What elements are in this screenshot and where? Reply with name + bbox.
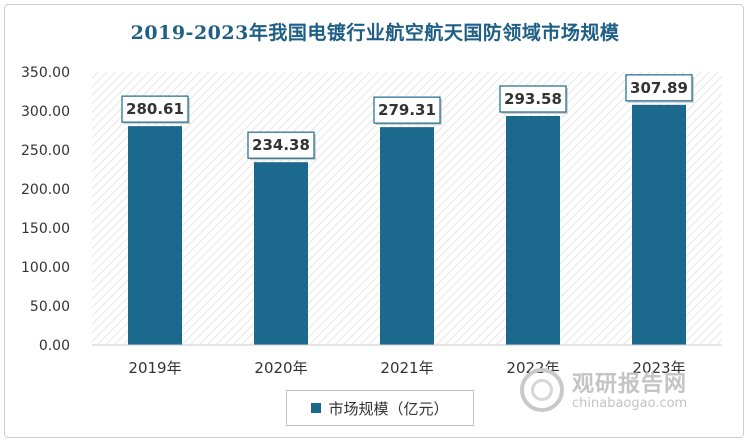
- data-label: 293.58: [504, 90, 562, 108]
- y-tick-label: 50.00: [30, 299, 70, 315]
- bar: [632, 104, 686, 346]
- watermark-name: 观研报告网: [572, 372, 688, 397]
- bar: [128, 126, 182, 345]
- data-label: 280.61: [126, 100, 184, 118]
- chart-title: 2019-2023年我国电镀行业航空航天国防领域市场规模: [130, 22, 620, 44]
- y-tick-label: 250.00: [21, 143, 70, 159]
- watermark-logo-icon: [520, 368, 564, 412]
- x-tick-label: 2023年: [632, 359, 685, 377]
- data-label: 279.31: [378, 101, 436, 119]
- y-tick-label: 350.00: [21, 65, 70, 81]
- legend-label: 市场规模（亿元）: [328, 399, 449, 418]
- data-label-box: [499, 85, 567, 113]
- x-tick-label: 2019年: [128, 359, 181, 377]
- legend-swatch: [311, 403, 322, 413]
- bar: [254, 162, 308, 345]
- data-label: 234.38: [252, 136, 310, 154]
- data-label-box: [121, 95, 189, 123]
- y-tick-label: 150.00: [21, 221, 70, 237]
- x-tick-label: 2020年: [254, 359, 307, 377]
- legend: 市场规模（亿元）: [286, 390, 474, 426]
- data-label-box: [373, 96, 441, 124]
- watermark-url: chinabaogao.com: [572, 396, 688, 411]
- data-label: 307.89: [630, 79, 688, 97]
- y-tick-label: 0.00: [39, 338, 70, 354]
- data-label-box: [625, 74, 693, 102]
- bar: [506, 116, 560, 345]
- y-tick-label: 300.00: [21, 104, 70, 120]
- watermark: 观研报告网 chinabaogao.com: [520, 366, 730, 416]
- y-tick-label: 100.00: [21, 260, 70, 276]
- x-tick-label: 2021年: [380, 359, 433, 377]
- data-label-box: [247, 131, 315, 159]
- y-tick-label: 200.00: [21, 182, 70, 198]
- bar: [380, 127, 434, 345]
